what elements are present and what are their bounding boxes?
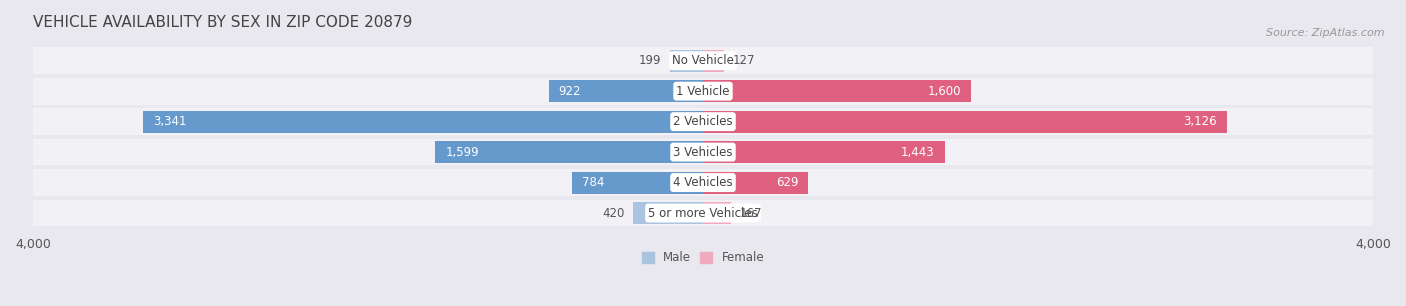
Text: VEHICLE AVAILABILITY BY SEX IN ZIP CODE 20879: VEHICLE AVAILABILITY BY SEX IN ZIP CODE … — [32, 15, 412, 30]
Text: No Vehicle: No Vehicle — [672, 54, 734, 67]
Text: 922: 922 — [558, 85, 581, 98]
Bar — [32, 108, 1374, 135]
Text: 1,443: 1,443 — [901, 146, 935, 159]
Bar — [32, 169, 1374, 196]
Text: 5 or more Vehicles: 5 or more Vehicles — [648, 207, 758, 219]
Bar — [32, 78, 1374, 105]
Bar — [434, 141, 703, 163]
Bar — [32, 47, 1374, 74]
Text: 629: 629 — [776, 176, 799, 189]
Bar — [703, 172, 808, 193]
Bar — [548, 80, 703, 102]
Text: 3,341: 3,341 — [153, 115, 187, 128]
Bar — [703, 111, 1226, 132]
Text: 1,600: 1,600 — [928, 85, 960, 98]
Text: 3,126: 3,126 — [1182, 115, 1216, 128]
Bar — [703, 50, 724, 72]
Bar — [572, 172, 703, 193]
Bar — [143, 111, 703, 132]
Bar — [32, 200, 1374, 226]
Text: 167: 167 — [740, 207, 762, 219]
Text: 1 Vehicle: 1 Vehicle — [676, 85, 730, 98]
Bar — [32, 139, 1374, 166]
Text: 4 Vehicles: 4 Vehicles — [673, 176, 733, 189]
Text: 1,599: 1,599 — [446, 146, 479, 159]
Text: Source: ZipAtlas.com: Source: ZipAtlas.com — [1267, 28, 1385, 38]
Bar — [703, 202, 731, 224]
Text: 199: 199 — [638, 54, 661, 67]
Text: 420: 420 — [602, 207, 624, 219]
Text: 2 Vehicles: 2 Vehicles — [673, 115, 733, 128]
Text: 3 Vehicles: 3 Vehicles — [673, 146, 733, 159]
Bar — [703, 80, 972, 102]
Text: 784: 784 — [582, 176, 605, 189]
Text: 127: 127 — [733, 54, 755, 67]
Legend: Male, Female: Male, Female — [637, 247, 769, 269]
Bar — [669, 50, 703, 72]
Bar — [633, 202, 703, 224]
Bar — [703, 141, 945, 163]
